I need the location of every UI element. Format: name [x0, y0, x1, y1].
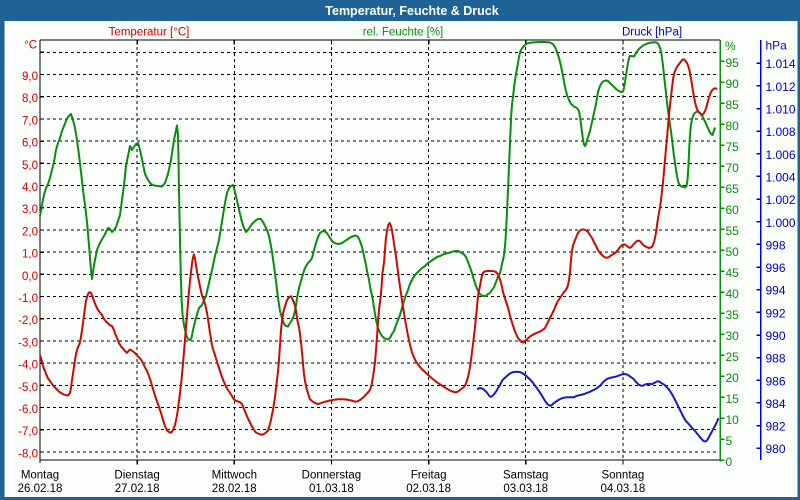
- svg-text:20: 20: [726, 371, 740, 385]
- svg-text:03.03.18: 03.03.18: [503, 483, 548, 495]
- svg-text:9,0: 9,0: [22, 71, 38, 83]
- svg-text:75: 75: [726, 140, 740, 154]
- svg-text:Sonntag: Sonntag: [601, 470, 644, 482]
- svg-text:45: 45: [726, 266, 740, 280]
- svg-text:5: 5: [726, 434, 733, 448]
- svg-text:hPa: hPa: [766, 39, 788, 53]
- svg-text:Freitag: Freitag: [411, 470, 447, 482]
- svg-text:30: 30: [726, 329, 740, 343]
- svg-text:10: 10: [726, 413, 740, 427]
- svg-text:65: 65: [726, 182, 740, 196]
- svg-text:992: 992: [766, 306, 786, 320]
- svg-text:Samstag: Samstag: [503, 470, 548, 482]
- svg-text:996: 996: [766, 261, 786, 275]
- svg-text:1.008: 1.008: [766, 125, 796, 139]
- svg-text:2,0: 2,0: [22, 226, 38, 238]
- svg-text:-5,0: -5,0: [18, 382, 38, 394]
- svg-text:6,0: 6,0: [22, 138, 38, 150]
- svg-text:Druck [hPa]: Druck [hPa]: [622, 27, 682, 39]
- svg-text:1.002: 1.002: [766, 193, 796, 207]
- svg-text:95: 95: [726, 56, 740, 70]
- svg-text:Donnerstag: Donnerstag: [302, 470, 361, 482]
- svg-text:994: 994: [766, 284, 786, 298]
- svg-text:-1,0: -1,0: [18, 293, 38, 305]
- svg-text:55: 55: [726, 224, 740, 238]
- svg-text:7,0: 7,0: [22, 115, 38, 127]
- svg-text:26.02.18: 26.02.18: [18, 483, 63, 495]
- svg-text:998: 998: [766, 238, 786, 252]
- svg-text:01.03.18: 01.03.18: [309, 483, 354, 495]
- svg-text:8,0: 8,0: [22, 93, 38, 105]
- svg-text:Montag: Montag: [21, 470, 59, 482]
- svg-text:02.03.18: 02.03.18: [406, 483, 451, 495]
- svg-text:986: 986: [766, 374, 786, 388]
- svg-text:980: 980: [766, 442, 786, 456]
- svg-text:85: 85: [726, 98, 740, 112]
- svg-text:990: 990: [766, 329, 786, 343]
- svg-text:35: 35: [726, 308, 740, 322]
- svg-text:4,0: 4,0: [22, 182, 38, 194]
- svg-text:-2,0: -2,0: [18, 315, 38, 327]
- svg-text:1.006: 1.006: [766, 148, 796, 162]
- svg-text:40: 40: [726, 287, 740, 301]
- svg-text:60: 60: [726, 203, 740, 217]
- svg-text:982: 982: [766, 420, 786, 434]
- svg-text:-6,0: -6,0: [18, 404, 38, 416]
- svg-text:Dienstag: Dienstag: [114, 470, 159, 482]
- svg-text:80: 80: [726, 119, 740, 133]
- svg-text:04.03.18: 04.03.18: [601, 483, 646, 495]
- svg-text:15: 15: [726, 392, 740, 406]
- svg-text:Temperatur, Feuchte & Druck: Temperatur, Feuchte & Druck: [325, 4, 498, 18]
- svg-text:1.010: 1.010: [766, 103, 796, 117]
- svg-text:70: 70: [726, 161, 740, 175]
- svg-text:Mittwoch: Mittwoch: [212, 470, 257, 482]
- svg-text:1,0: 1,0: [22, 249, 38, 261]
- svg-text:rel. Feuchte [%]: rel. Feuchte [%]: [363, 27, 444, 39]
- svg-text:0: 0: [726, 455, 733, 469]
- svg-text:-8,0: -8,0: [18, 448, 38, 460]
- svg-text:28.02.18: 28.02.18: [212, 483, 257, 495]
- svg-text:1.004: 1.004: [766, 170, 796, 184]
- svg-text:-4,0: -4,0: [18, 360, 38, 372]
- svg-text:90: 90: [726, 77, 740, 91]
- svg-text:25: 25: [726, 350, 740, 364]
- svg-text:-7,0: -7,0: [18, 426, 38, 438]
- svg-text:984: 984: [766, 397, 786, 411]
- svg-text:27.02.18: 27.02.18: [115, 483, 160, 495]
- svg-text:0,0: 0,0: [22, 271, 38, 283]
- svg-text:%: %: [725, 39, 736, 53]
- svg-text:988: 988: [766, 352, 786, 366]
- svg-text:3,0: 3,0: [22, 204, 38, 216]
- svg-text:50: 50: [726, 245, 740, 259]
- svg-text:°C: °C: [24, 40, 37, 52]
- svg-text:1.014: 1.014: [766, 57, 796, 71]
- svg-text:Temperatur [°C]: Temperatur [°C]: [109, 27, 190, 39]
- svg-text:1.000: 1.000: [766, 216, 796, 230]
- svg-text:5,0: 5,0: [22, 160, 38, 172]
- svg-text:1.012: 1.012: [766, 80, 796, 94]
- svg-text:-3,0: -3,0: [18, 337, 38, 349]
